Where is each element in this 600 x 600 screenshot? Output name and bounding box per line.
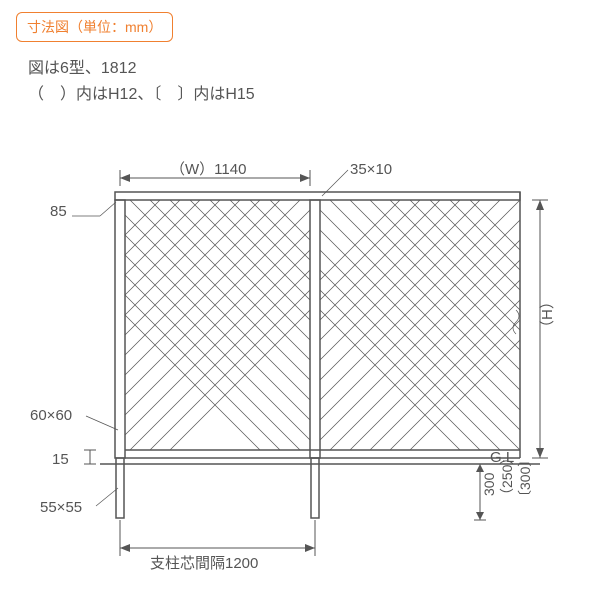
dimension-diagram: （W）1140 35×10 [60, 160, 560, 580]
left-post [115, 200, 125, 458]
dim-H: （H） [532, 200, 556, 458]
lattice-left [0, 200, 520, 450]
svg-text:35×10: 35×10 [350, 161, 392, 178]
dim-60x60: 60×60 [30, 407, 118, 430]
svg-text:85: 85 [50, 203, 67, 220]
dim-55x55: 55×55 [40, 488, 118, 516]
svg-text:（H）: （H） [539, 294, 556, 335]
top-cap [115, 192, 520, 200]
badge-text: 寸法図（単位：mm） [27, 19, 162, 35]
dim-top-w: （W）1140 [120, 161, 310, 186]
description: 図は6型、1812 （ ）内はH12、〔 〕内はH15 [28, 56, 600, 107]
dim-bottom-span: 支柱芯間隔1200 [120, 520, 315, 572]
svg-text:〔300〕: 〔300〕 [517, 453, 533, 504]
svg-text:支柱芯間隔1200: 支柱芯間隔1200 [150, 555, 258, 572]
dim-cap-35x10: 35×10 [322, 161, 392, 196]
diagram-svg: （W）1140 35×10 [60, 160, 560, 580]
desc-line2: （ ）内はH12、〔 〕内はH15 [28, 82, 600, 108]
svg-text:60×60: 60×60 [30, 407, 72, 424]
mid-post [310, 200, 320, 458]
footing-mid [311, 458, 319, 518]
svg-text:（250）: （250） [499, 451, 515, 502]
header-badge: 寸法図（単位：mm） [16, 12, 173, 42]
dim-depth: 300 （250） 〔300〕 [474, 451, 533, 520]
svg-text:55×55: 55×55 [40, 499, 82, 516]
dim-15: 15 [52, 450, 96, 468]
svg-text:300: 300 [481, 472, 497, 496]
desc-line1: 図は6型、1812 [28, 56, 600, 82]
footing-left [116, 458, 124, 518]
svg-text:15: 15 [52, 451, 69, 468]
dim-85: 85 [50, 202, 116, 220]
svg-text:（W）1140: （W）1140 [170, 161, 246, 178]
lattice-right [150, 200, 600, 450]
